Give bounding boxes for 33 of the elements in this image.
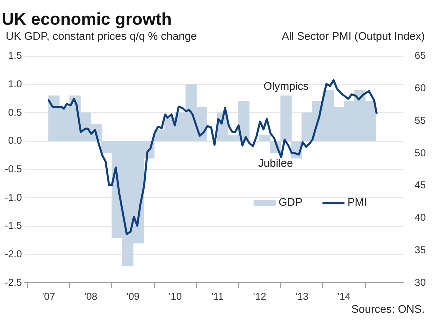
- x-tick-label: '12: [253, 292, 267, 303]
- x-tick-label: '14: [338, 292, 352, 303]
- y2-axis-title: All Sector PMI (Output Index): [282, 31, 425, 43]
- chart-title: UK economic growth: [2, 10, 172, 29]
- y2-tick-label: 55: [414, 116, 426, 127]
- y-tick-label: -1.0: [4, 192, 23, 204]
- y2-tick-label: 35: [414, 245, 426, 256]
- x-tick-label: '10: [168, 292, 182, 303]
- y2-tick-label: 65: [414, 51, 426, 62]
- y2-tick-label: 40: [414, 213, 426, 224]
- annotation: Olympics: [264, 81, 310, 94]
- legend-label: GDP: [278, 197, 303, 210]
- source-note: Sources: ONS.: [352, 304, 425, 316]
- y-axis-title: UK GDP, constant prices q/q % change: [6, 31, 198, 43]
- y-tick-label: 0.5: [8, 108, 23, 119]
- x-tick-label: '13: [296, 292, 310, 303]
- y2-tick-label: 30: [414, 278, 426, 289]
- y2-tick-label: 50: [414, 148, 426, 160]
- y2-tick-label: 45: [414, 180, 426, 192]
- y-tick-label: 1.0: [8, 79, 23, 90]
- x-tick-label: '09: [126, 292, 140, 303]
- y-tick-label: -2.0: [4, 249, 23, 260]
- x-tick-label: '08: [84, 292, 98, 303]
- y-tick-label: 1.5: [8, 51, 23, 62]
- y-tick-label: 0.0: [8, 136, 23, 148]
- y-tick-label: -0.5: [4, 164, 23, 176]
- y2-tick-label: 60: [414, 84, 426, 95]
- x-tick-label: '07: [42, 292, 56, 303]
- y-tick-label: -1.5: [4, 221, 23, 232]
- y-tick-label: -2.5: [4, 278, 23, 289]
- legend-label: PMI: [348, 197, 368, 210]
- x-tick-label: '11: [212, 292, 224, 303]
- annotation: Jubilee: [258, 158, 294, 170]
